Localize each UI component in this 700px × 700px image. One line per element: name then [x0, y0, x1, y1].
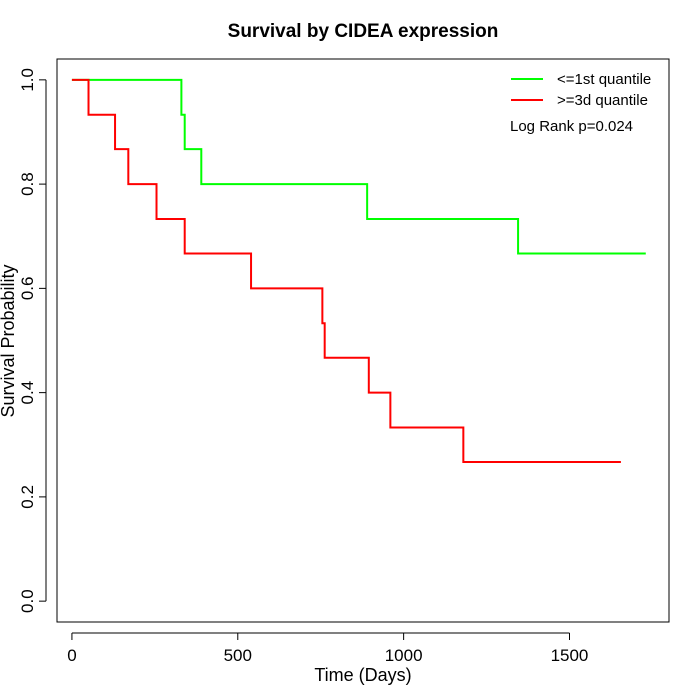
x-axis: 0 500 1000 1500	[67, 632, 589, 665]
y-tick-label: 0.4	[18, 381, 37, 405]
plot-frame	[56, 58, 670, 623]
y-tick-label: 1.0	[18, 68, 37, 92]
x-tick-label: 0	[67, 646, 76, 665]
legend-label-1: <=1st quantile	[557, 71, 651, 88]
y-tick-label: 0.2	[18, 485, 37, 509]
legend: <=1st quantile >=3d quantile	[511, 71, 651, 109]
series-line-1	[71, 78, 646, 255]
series-line-2	[71, 78, 621, 463]
x-tick-label: 500	[224, 646, 252, 665]
log-rank-annotation: Log Rank p=0.024	[510, 118, 633, 135]
y-tick-label: 0.6	[18, 277, 37, 301]
series-layer	[71, 78, 646, 463]
y-axis: 0.0 0.2 0.4 0.6 0.8 1.0	[18, 68, 47, 613]
y-axis-label: Survival Probability	[0, 264, 18, 417]
x-tick-label: 1500	[551, 646, 589, 665]
y-tick-label: 0.8	[18, 172, 37, 196]
x-axis-label: Time (Days)	[314, 665, 411, 685]
legend-label-2: >=3d quantile	[557, 92, 648, 109]
chart-title: Survival by CIDEA expression	[228, 21, 499, 42]
x-tick-label: 1000	[385, 646, 423, 665]
y-tick-label: 0.0	[18, 589, 37, 613]
